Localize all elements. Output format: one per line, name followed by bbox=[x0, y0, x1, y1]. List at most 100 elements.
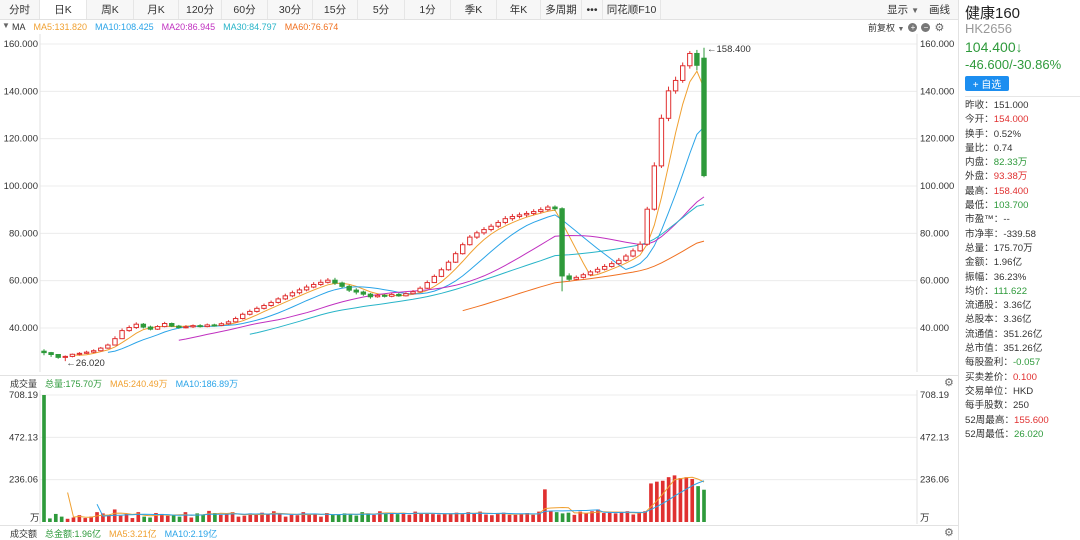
quote-stats: 昨收：151.000 今开：154.000 换手：0.52% 量比：0.74 内盘：82… bbox=[965, 99, 1049, 442]
candle-body bbox=[410, 291, 416, 295]
candle-body bbox=[261, 305, 267, 309]
tab-7[interactable]: 15分 bbox=[313, 0, 358, 19]
collapse-arrow-icon[interactable]: ▼ bbox=[2, 21, 10, 30]
volume-bar bbox=[336, 514, 341, 522]
volume-bar bbox=[472, 513, 477, 522]
candle-body bbox=[658, 117, 665, 167]
volume-bar bbox=[183, 512, 188, 522]
volume-bar bbox=[242, 515, 247, 522]
stat-label: 总股本： bbox=[965, 314, 1004, 326]
candle-body bbox=[211, 324, 218, 327]
candle-body bbox=[346, 285, 352, 291]
tab-3[interactable]: 月K bbox=[134, 0, 179, 19]
stat-label: 最低： bbox=[965, 200, 994, 212]
candle-body bbox=[509, 216, 516, 220]
candle-body bbox=[687, 52, 693, 67]
candle-body bbox=[140, 323, 147, 328]
display-menu-button[interactable]: 显示 ▼ bbox=[887, 4, 919, 16]
stat-value: 0.52% bbox=[993, 128, 1021, 140]
stat-label: 52周最低： bbox=[965, 428, 1015, 440]
stat-value: -- bbox=[1003, 214, 1010, 226]
volume-bar bbox=[601, 513, 606, 522]
tab-9[interactable]: 1分 bbox=[405, 0, 451, 19]
candle-body bbox=[83, 351, 90, 354]
volume-bar bbox=[48, 518, 52, 522]
tab-11[interactable]: 年K bbox=[497, 0, 541, 19]
tab-12[interactable]: 多周期 bbox=[541, 0, 582, 19]
candle-body bbox=[126, 327, 132, 332]
tab-8[interactable]: 5分 bbox=[358, 0, 405, 19]
volume-bar bbox=[77, 515, 82, 522]
gear-icon[interactable]: ⚙ bbox=[944, 377, 954, 389]
tab-1[interactable]: 日K bbox=[40, 0, 87, 19]
volume-bar bbox=[425, 513, 429, 522]
volume-tick-left: 236.06 bbox=[9, 475, 38, 486]
tab-10[interactable]: 季K bbox=[451, 0, 497, 19]
tab-14[interactable]: 同花顺F10 bbox=[603, 0, 661, 19]
stat-value: 151.000 bbox=[993, 100, 1029, 111]
volume-bar bbox=[578, 511, 583, 522]
stat-label: 内盘： bbox=[965, 157, 994, 169]
ma-legend-item: MA10:108.425 bbox=[95, 22, 154, 32]
last-price: 104.400↓ bbox=[965, 39, 1023, 55]
tab-2[interactable]: 周K bbox=[87, 0, 134, 19]
volume-bar bbox=[407, 514, 412, 522]
gear-icon[interactable]: ⚙ bbox=[934, 22, 945, 34]
candle-body bbox=[452, 253, 459, 263]
ma10-line bbox=[107, 126, 705, 353]
volume-bar bbox=[289, 514, 294, 522]
stat-row: 外盘：93.38万 bbox=[965, 170, 1049, 184]
price-volume-chart: 160.000 160.000 140.000 140.000 120.000 120.0… bbox=[4, 34, 954, 524]
candle-body bbox=[594, 268, 601, 273]
tab-13[interactable]: ••• bbox=[582, 0, 603, 19]
stat-value: 155.600 bbox=[1014, 414, 1049, 426]
low-annotation: ←26.020 bbox=[66, 358, 105, 369]
vol-legend-item: MA10:186.89万 bbox=[175, 378, 239, 389]
remove-indicator-icon[interactable]: − bbox=[921, 23, 931, 32]
volume-bar bbox=[195, 513, 200, 522]
candle-body bbox=[218, 323, 225, 326]
stat-value: 103.700 bbox=[993, 200, 1029, 212]
candle-body bbox=[445, 261, 452, 271]
volume-bar bbox=[124, 513, 129, 522]
volume-bar bbox=[160, 513, 164, 522]
tab-6[interactable]: 30分 bbox=[268, 0, 313, 19]
volume-bar bbox=[478, 511, 482, 522]
stat-row: 今开：154.000 bbox=[965, 113, 1049, 127]
price-tick-left: 80.000 bbox=[9, 228, 38, 239]
volume-bar bbox=[53, 513, 58, 522]
candle-body bbox=[530, 211, 537, 214]
volume-bar bbox=[130, 518, 135, 522]
volume-bar bbox=[136, 512, 141, 522]
candle-body bbox=[694, 52, 700, 66]
stat-label: 外盘： bbox=[965, 171, 994, 183]
add-watchlist-button[interactable]: + 自选 bbox=[965, 76, 1009, 91]
tab-0[interactable]: 分时 bbox=[0, 0, 40, 19]
volume-bar bbox=[271, 511, 276, 522]
candle-body bbox=[105, 344, 111, 349]
price-tick-right: 60.000 bbox=[920, 276, 949, 287]
tab-5[interactable]: 60分 bbox=[222, 0, 268, 19]
volume-bar bbox=[702, 489, 706, 522]
candle-body bbox=[161, 323, 168, 328]
stat-label: 总量： bbox=[965, 242, 994, 254]
add-indicator-icon[interactable]: + bbox=[908, 23, 918, 32]
stat-value: -339.58 bbox=[1003, 228, 1036, 240]
volume-bar bbox=[460, 514, 465, 522]
volume-bar bbox=[248, 513, 253, 522]
candle-body bbox=[240, 313, 246, 320]
candle-body bbox=[367, 293, 374, 298]
stat-row: 换手：0.52% bbox=[965, 128, 1049, 142]
stat-label: 总市值： bbox=[965, 343, 1004, 355]
stat-value: 3.36亿 bbox=[1003, 314, 1032, 326]
candle-body bbox=[41, 350, 47, 354]
tab-4[interactable]: 120分 bbox=[179, 0, 222, 19]
candle-body bbox=[353, 289, 359, 293]
stat-value: 250 bbox=[1012, 400, 1029, 412]
candle-body bbox=[538, 209, 544, 213]
stat-row: 均价：111.622 bbox=[965, 285, 1049, 299]
draw-line-button[interactable]: 画线 bbox=[929, 4, 950, 16]
stat-row: 量比：0.74 bbox=[965, 142, 1049, 156]
restore-mode-button[interactable]: 前复权 ▼ bbox=[868, 23, 905, 33]
gear-icon[interactable]: ⚙ bbox=[944, 527, 954, 539]
